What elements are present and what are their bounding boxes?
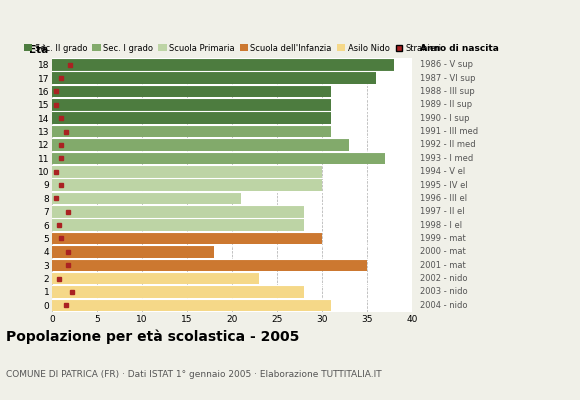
Bar <box>52 232 322 244</box>
Bar <box>52 99 331 111</box>
Text: 2000 - mat: 2000 - mat <box>420 247 465 256</box>
Bar <box>52 166 322 178</box>
Text: 1997 - II el: 1997 - II el <box>420 207 465 216</box>
Bar <box>52 246 214 258</box>
Text: 2002 - nido: 2002 - nido <box>420 274 467 283</box>
Text: 1999 - mat: 1999 - mat <box>420 234 465 243</box>
Text: 1989 - II sup: 1989 - II sup <box>420 100 472 109</box>
Bar <box>52 72 376 84</box>
Legend: Sec. II grado, Sec. I grado, Scuola Primaria, Scuola dell'Infanzia, Asilo Nido, : Sec. II grado, Sec. I grado, Scuola Prim… <box>24 44 441 52</box>
Text: 2003 - nido: 2003 - nido <box>420 288 467 296</box>
Bar <box>52 152 385 164</box>
Bar <box>52 59 394 70</box>
Text: 1993 - I med: 1993 - I med <box>420 154 473 163</box>
Text: 1988 - III sup: 1988 - III sup <box>420 87 474 96</box>
Bar <box>52 126 331 138</box>
Bar <box>52 286 304 298</box>
Bar <box>52 273 259 284</box>
Bar <box>52 206 304 218</box>
Text: Età: Età <box>30 46 49 56</box>
Bar <box>52 86 331 97</box>
Text: 1995 - IV el: 1995 - IV el <box>420 180 467 190</box>
Text: 1998 - I el: 1998 - I el <box>420 221 462 230</box>
Text: Popolazione per età scolastica - 2005: Popolazione per età scolastica - 2005 <box>6 330 299 344</box>
Bar <box>52 139 349 151</box>
Text: 1994 - V el: 1994 - V el <box>420 167 465 176</box>
Bar <box>52 112 331 124</box>
Text: 1991 - III med: 1991 - III med <box>420 127 478 136</box>
Text: Anno di nascita: Anno di nascita <box>420 44 499 53</box>
Bar <box>52 300 331 311</box>
Bar <box>52 219 304 231</box>
Text: 1996 - III el: 1996 - III el <box>420 194 467 203</box>
Text: 1992 - II med: 1992 - II med <box>420 140 476 149</box>
Bar <box>52 179 322 191</box>
Bar <box>52 259 367 271</box>
Bar <box>52 192 241 204</box>
Text: 2004 - nido: 2004 - nido <box>420 301 467 310</box>
Text: 1987 - VI sup: 1987 - VI sup <box>420 74 475 82</box>
Text: COMUNE DI PATRICA (FR) · Dati ISTAT 1° gennaio 2005 · Elaborazione TUTTITALIA.IT: COMUNE DI PATRICA (FR) · Dati ISTAT 1° g… <box>6 370 382 379</box>
Text: 1986 - V sup: 1986 - V sup <box>420 60 473 69</box>
Text: 2001 - mat: 2001 - mat <box>420 261 465 270</box>
Text: 1990 - I sup: 1990 - I sup <box>420 114 469 123</box>
